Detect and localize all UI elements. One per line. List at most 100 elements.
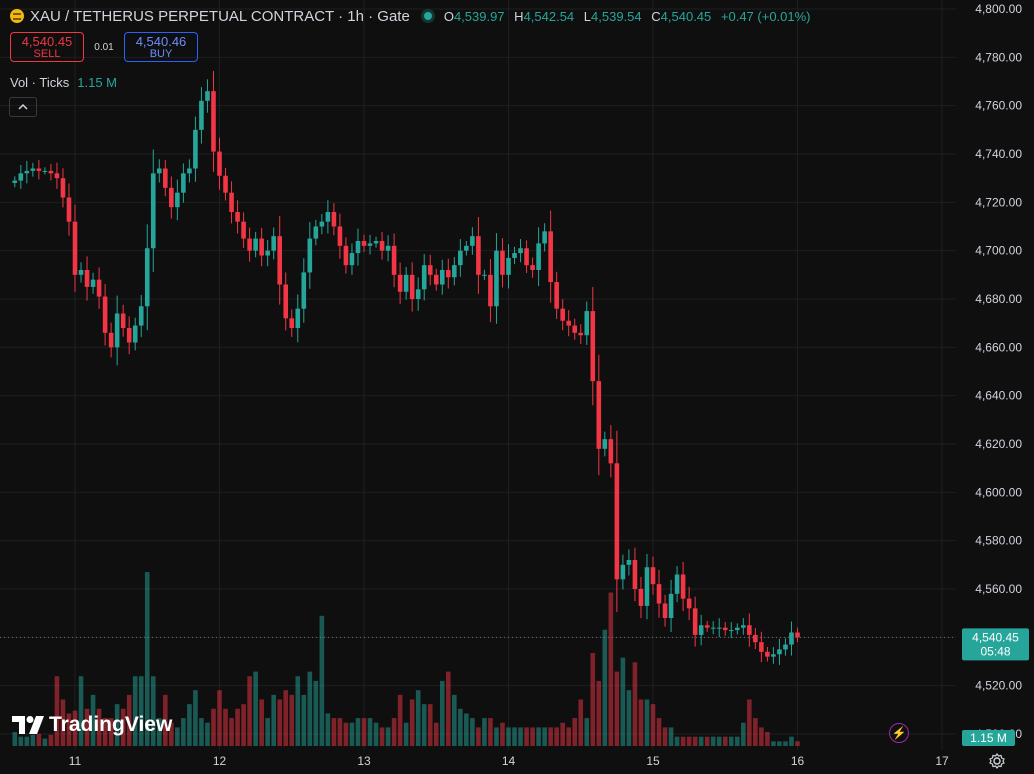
volume-bar bbox=[656, 718, 662, 746]
volume-bar bbox=[120, 708, 126, 746]
candle-body bbox=[530, 265, 535, 270]
gear-icon[interactable] bbox=[988, 752, 1006, 770]
volume-bar bbox=[163, 694, 168, 746]
tradingview-logo-icon bbox=[12, 716, 44, 734]
volume-bar bbox=[102, 718, 108, 746]
time-tick-label: 11 bbox=[69, 754, 82, 768]
candle-body bbox=[578, 332, 584, 336]
volume-bar bbox=[313, 680, 319, 746]
collapse-legend-button[interactable] bbox=[9, 97, 37, 117]
candle-body bbox=[325, 212, 331, 222]
sell-button[interactable]: 4,540.45 SELL bbox=[10, 32, 84, 62]
candle bbox=[734, 623, 740, 635]
volume-bar bbox=[367, 718, 373, 746]
candle-body bbox=[349, 253, 355, 266]
volume-bar bbox=[710, 736, 716, 746]
candle-body bbox=[373, 241, 379, 244]
volume-legend[interactable]: Vol · Ticks 1.15 M bbox=[10, 75, 117, 90]
candle-body bbox=[42, 170, 48, 172]
volume-bar bbox=[349, 722, 355, 746]
candle-body bbox=[542, 231, 547, 244]
volume-bar bbox=[289, 694, 295, 746]
candles bbox=[12, 70, 800, 665]
price-axis: 4,800.00 4,780.00 4,760.00 4,740.00 4,720.00… bbox=[975, 2, 1022, 741]
candle-body bbox=[247, 238, 252, 251]
candle-body bbox=[524, 248, 529, 266]
volume-bar bbox=[560, 722, 565, 746]
volume-bar bbox=[379, 727, 385, 746]
volume-bar bbox=[235, 708, 240, 746]
buy-button[interactable]: 4,540.46 BUY bbox=[124, 32, 198, 62]
candle bbox=[385, 235, 391, 262]
volume-bar bbox=[524, 727, 529, 746]
candle bbox=[722, 621, 728, 636]
candle-body bbox=[771, 654, 776, 657]
candle-body bbox=[205, 91, 210, 101]
volume-bar bbox=[590, 653, 596, 746]
candle bbox=[337, 213, 343, 259]
volume-bar bbox=[759, 727, 764, 746]
candle-body bbox=[54, 173, 60, 179]
volume-bar bbox=[229, 718, 234, 746]
candle bbox=[771, 647, 776, 664]
volume-bar bbox=[542, 727, 547, 746]
candle-body bbox=[572, 325, 578, 333]
volume-bar bbox=[415, 690, 421, 746]
volume-bar bbox=[783, 741, 788, 746]
candle-body bbox=[445, 270, 451, 278]
volume-bar bbox=[66, 713, 72, 746]
candle bbox=[271, 227, 276, 260]
candle-body bbox=[548, 231, 553, 283]
price-tick-label: 4,720.00 bbox=[975, 195, 1022, 209]
candle bbox=[36, 159, 42, 180]
candle bbox=[656, 569, 662, 618]
time-tick-label: 12 bbox=[213, 754, 227, 768]
candle bbox=[403, 266, 409, 300]
candle-body bbox=[78, 270, 84, 275]
candle-body bbox=[650, 567, 656, 585]
volume-bar bbox=[138, 676, 144, 746]
candle bbox=[355, 228, 361, 266]
candle bbox=[445, 258, 451, 289]
price-tick-label: 4,660.00 bbox=[975, 340, 1022, 354]
candle-body bbox=[397, 274, 403, 292]
volume-bar bbox=[265, 718, 270, 746]
volume-bar bbox=[271, 694, 276, 746]
candle-body bbox=[692, 608, 698, 635]
volume-bar bbox=[488, 718, 493, 746]
volume-bar bbox=[18, 736, 24, 746]
candle-body bbox=[710, 627, 716, 629]
volume-bar bbox=[42, 738, 48, 746]
candle bbox=[560, 299, 565, 331]
candle bbox=[373, 236, 379, 248]
volume-bar bbox=[494, 727, 499, 746]
candle-body bbox=[307, 238, 313, 273]
candle-body bbox=[36, 168, 42, 171]
candle-body bbox=[488, 274, 493, 307]
candle-body bbox=[554, 282, 559, 309]
candle-body bbox=[391, 245, 397, 275]
volume-bar bbox=[686, 736, 692, 746]
candle-body bbox=[716, 627, 722, 629]
candle bbox=[728, 622, 734, 639]
candle bbox=[120, 304, 126, 337]
candle bbox=[759, 631, 764, 663]
candle bbox=[307, 222, 313, 289]
volume-bar bbox=[566, 727, 572, 746]
candle bbox=[765, 647, 770, 662]
candle bbox=[741, 618, 746, 635]
volume-badge: 1.15 M bbox=[962, 730, 1015, 746]
candle bbox=[644, 553, 650, 620]
candle-body bbox=[84, 270, 90, 287]
candle bbox=[458, 239, 463, 277]
volume-bar bbox=[30, 734, 36, 746]
tradingview-logo[interactable]: TradingView bbox=[12, 713, 172, 737]
volume-bar bbox=[458, 708, 463, 746]
candle-body bbox=[560, 308, 565, 321]
lightning-icon[interactable]: ⚡ bbox=[889, 723, 909, 743]
symbol-title[interactable]: XAU / TETHERUS PERPETUAL CONTRACT · 1h ·… bbox=[30, 7, 410, 25]
candle-body bbox=[277, 236, 283, 285]
candle-body bbox=[355, 241, 361, 254]
